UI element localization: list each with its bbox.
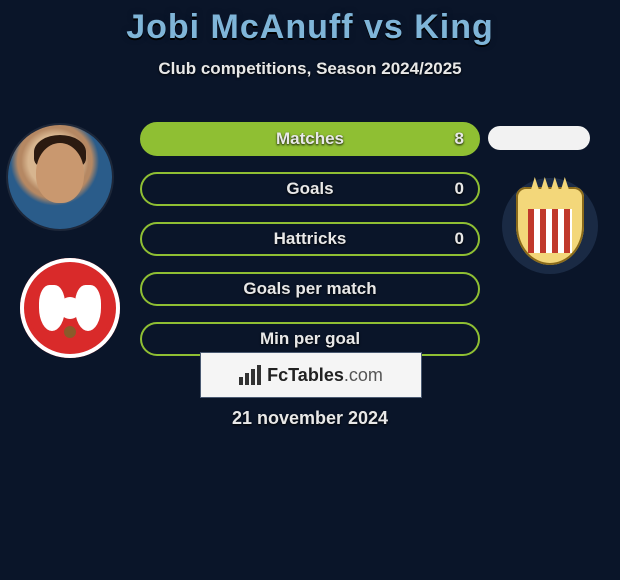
comparison-card: Jobi McAnuff vs King Club competitions, … [0, 0, 620, 580]
stat-label: Min per goal [260, 329, 360, 349]
player-left-avatar [8, 125, 112, 229]
attribution-text: FcTables.com [267, 365, 383, 386]
crest-ball-icon [64, 326, 76, 338]
stat-label: Goals per match [243, 279, 376, 299]
stat-value: 0 [455, 179, 464, 199]
stat-label: Hattricks [274, 229, 347, 249]
stat-row-goals: Goals 0 [140, 172, 480, 206]
stat-value: 8 [455, 129, 464, 149]
stat-bars: Matches 8 Goals 0 Hattricks 0 Goals per … [140, 122, 480, 372]
avatar-face [36, 143, 84, 203]
stat-row-goals-per-match: Goals per match [140, 272, 480, 306]
stat-label: Goals [286, 179, 333, 199]
bar-chart-icon [239, 365, 261, 385]
crest-shield-icon [516, 187, 584, 265]
page-subtitle: Club competitions, Season 2024/2025 [0, 59, 620, 79]
stat-row-min-per-goal: Min per goal [140, 322, 480, 356]
stat-row-hattricks: Hattricks 0 [140, 222, 480, 256]
club-left-crest [20, 258, 120, 358]
crest-dragon-icon [57, 285, 83, 331]
brand-name: FcTables [267, 365, 344, 385]
stat-row-matches: Matches 8 [140, 122, 480, 156]
club-right-crest [502, 178, 598, 274]
attribution-badge[interactable]: FcTables.com [200, 352, 422, 398]
brand-suffix: .com [344, 365, 383, 385]
player-right-avatar [488, 126, 590, 150]
stat-label: Matches [276, 129, 344, 149]
page-title: Jobi McAnuff vs King [0, 0, 620, 47]
crest-stripes-icon [528, 209, 572, 253]
stat-value: 0 [455, 229, 464, 249]
snapshot-date: 21 november 2024 [0, 408, 620, 429]
crest-crown-icon [530, 177, 570, 193]
